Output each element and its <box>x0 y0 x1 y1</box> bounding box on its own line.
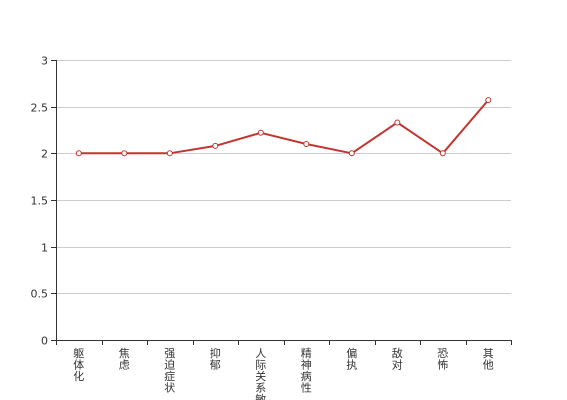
y-tick-label-4: 2 <box>41 148 48 161</box>
y-axis-ticks: 0 0.5 1 1.5 2 2.5 3 <box>31 55 56 348</box>
x-tick-label-3: 抑郁 <box>210 346 221 372</box>
x-tick-label-5: 精神病性 <box>301 347 312 395</box>
data-point-0-6 <box>348 150 355 157</box>
data-point-0-7 <box>394 119 401 126</box>
data-point-0-0 <box>75 150 82 157</box>
grid-lines <box>56 60 511 294</box>
data-point-0-5 <box>303 141 310 147</box>
x-tick-label-8: 恐怖 <box>437 347 448 372</box>
data-point-0-2 <box>166 150 173 157</box>
axes <box>56 60 511 341</box>
y-tick-label-2: 1 <box>41 242 48 255</box>
x-tick-label-2: 强迫症状 <box>164 347 175 395</box>
data-point-0-3 <box>212 142 219 149</box>
y-tick-label-5: 2.5 <box>31 102 49 115</box>
data-point-0-8 <box>439 150 446 157</box>
x-axis-ticks: 躯体化 焦虑 强迫症状 抑郁 人际关系敏感 精神病性 偏执 敌对 恐怖 其他 <box>56 340 512 400</box>
x-tick-label-0: 躯体化 <box>73 347 84 383</box>
x-tick-label-1: 焦虑 <box>119 347 130 372</box>
series-line-0 <box>78 99 490 155</box>
x-tick-label-7: 敌对 <box>392 346 403 372</box>
y-tick-label-0: 0 <box>41 335 48 348</box>
y-tick-label-1: 0.5 <box>31 288 49 301</box>
data-point-0-4 <box>257 129 264 136</box>
x-tick-label-6: 偏执 <box>346 346 357 372</box>
x-tick-label-9: 其他 <box>483 347 494 372</box>
series-layer <box>75 97 492 157</box>
data-point-0-9 <box>485 97 492 104</box>
y-tick-label-3: 1.5 <box>31 195 49 208</box>
y-tick-label-6: 3 <box>41 55 48 68</box>
x-tick-label-4: 人际关系敏感 <box>255 347 266 400</box>
data-point-0-1 <box>121 150 128 157</box>
